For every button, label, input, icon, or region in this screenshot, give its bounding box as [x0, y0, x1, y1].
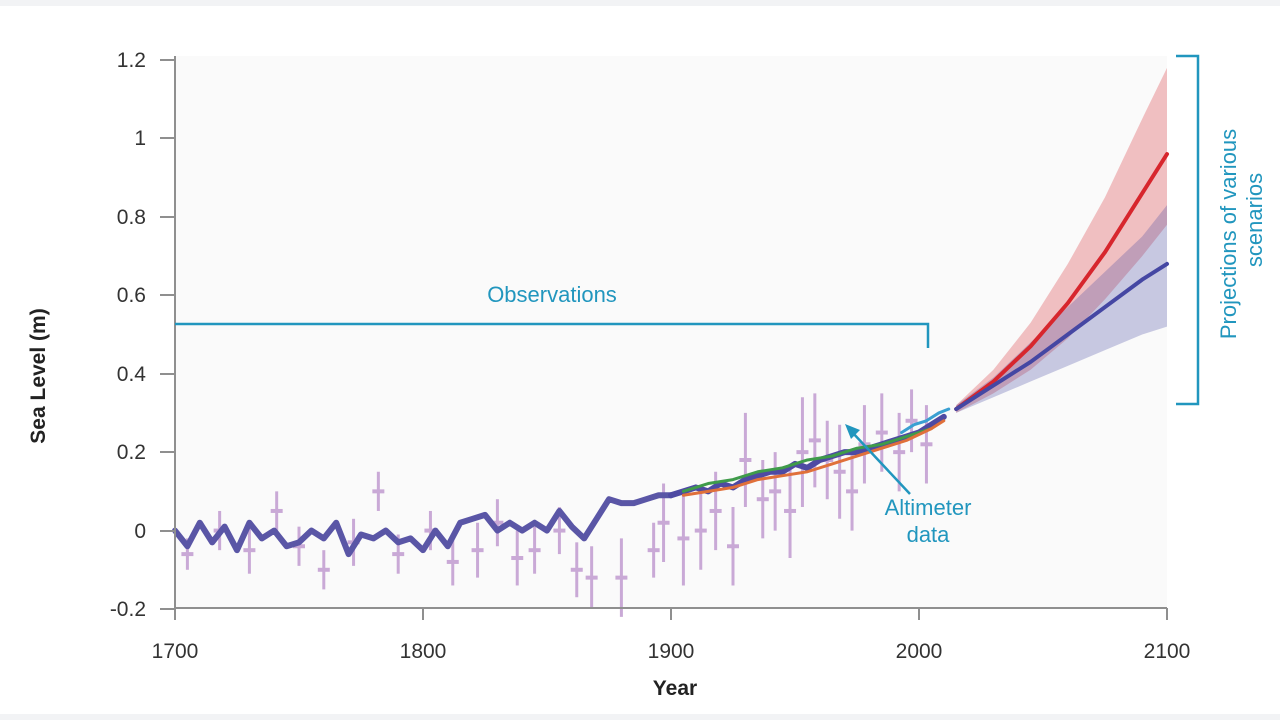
plot-area [175, 56, 1167, 608]
x-tick-label: 1900 [648, 640, 695, 663]
x-tick-label: 1700 [152, 640, 199, 663]
tide-gauge-b-line [681, 419, 946, 497]
y-axis-title: Sea Level (m) [27, 308, 50, 443]
proxy-point [769, 452, 782, 531]
proxy-point [833, 424, 846, 519]
proxy-point [647, 522, 660, 578]
y-tick-label: 0.2 [117, 441, 146, 464]
proxy-point [920, 405, 933, 484]
y-tick-label: 0.6 [117, 284, 146, 307]
proxy-point [471, 522, 484, 578]
y-tick-label: 0 [134, 520, 146, 543]
proxy-point [727, 507, 739, 586]
proxy-point [796, 397, 809, 508]
x-tick-label: 2000 [896, 640, 943, 663]
altimeter-line [900, 407, 951, 435]
proxy-point [846, 452, 859, 531]
projection-high-band [956, 67, 1167, 413]
y-tick-label: -0.2 [110, 598, 146, 621]
y-ticks [160, 59, 175, 610]
proxy-point [446, 538, 459, 586]
projections-bracket [1176, 54, 1200, 406]
arrow-head-icon [845, 424, 860, 439]
proxy-point [243, 526, 256, 574]
y-tick-label: 0.4 [117, 363, 147, 386]
proxy-point [739, 412, 752, 508]
proxy-point [875, 393, 888, 472]
proxy-point [528, 526, 541, 574]
proxy-point [270, 491, 283, 531]
x-tick-label: 2100 [1144, 640, 1191, 663]
y-tick-label: 1.2 [117, 49, 146, 72]
proxy-point [893, 412, 906, 492]
series-layer [172, 152, 1169, 558]
observations-bracket [175, 322, 930, 348]
projections-label-line2: scenarios [1242, 173, 1267, 267]
altimeter-arrow [851, 431, 911, 495]
y-tick-label: 0.8 [117, 206, 146, 229]
projection-low-line [954, 261, 1169, 412]
proxy-point [905, 389, 918, 453]
x-tick-labels: 1700 1800 1900 2000 2100 [152, 640, 1191, 663]
observations-label: Observations [487, 282, 617, 307]
x-axis-title: Year [653, 677, 697, 700]
proxy-point [585, 546, 598, 609]
projection-high-line [954, 152, 1169, 412]
reconstruction-line [172, 492, 674, 558]
altimeter-label-line1: Altimeter [885, 495, 972, 520]
y-tick-labels: 1.2 1 0.8 0.6 0.4 0.2 0 -0.2 [110, 49, 146, 621]
proxy-point [808, 393, 821, 488]
chart-frame: 1.2 1 0.8 0.6 0.4 0.2 0 -0.2 1700 1800 1… [0, 6, 1280, 714]
y-tick-label: 1 [134, 127, 146, 150]
proxy-point [317, 550, 330, 590]
sea-level-chart: 1.2 1 0.8 0.6 0.4 0.2 0 -0.2 1700 1800 1… [27, 49, 1267, 700]
proxy-point [694, 491, 707, 570]
proxy-point [372, 471, 385, 511]
proxy-point [615, 538, 628, 617]
projections-label-line1: Projections of various [1216, 129, 1241, 339]
proxy-point [677, 491, 690, 586]
proxy-point [511, 530, 524, 586]
x-tick-label: 1800 [400, 640, 447, 663]
tide-gauge-a-line [681, 427, 933, 493]
proxy-point [784, 463, 797, 559]
proxy-point [570, 542, 583, 598]
x-ticks [174, 608, 1168, 620]
altimeter-label-line2: data [907, 522, 951, 547]
